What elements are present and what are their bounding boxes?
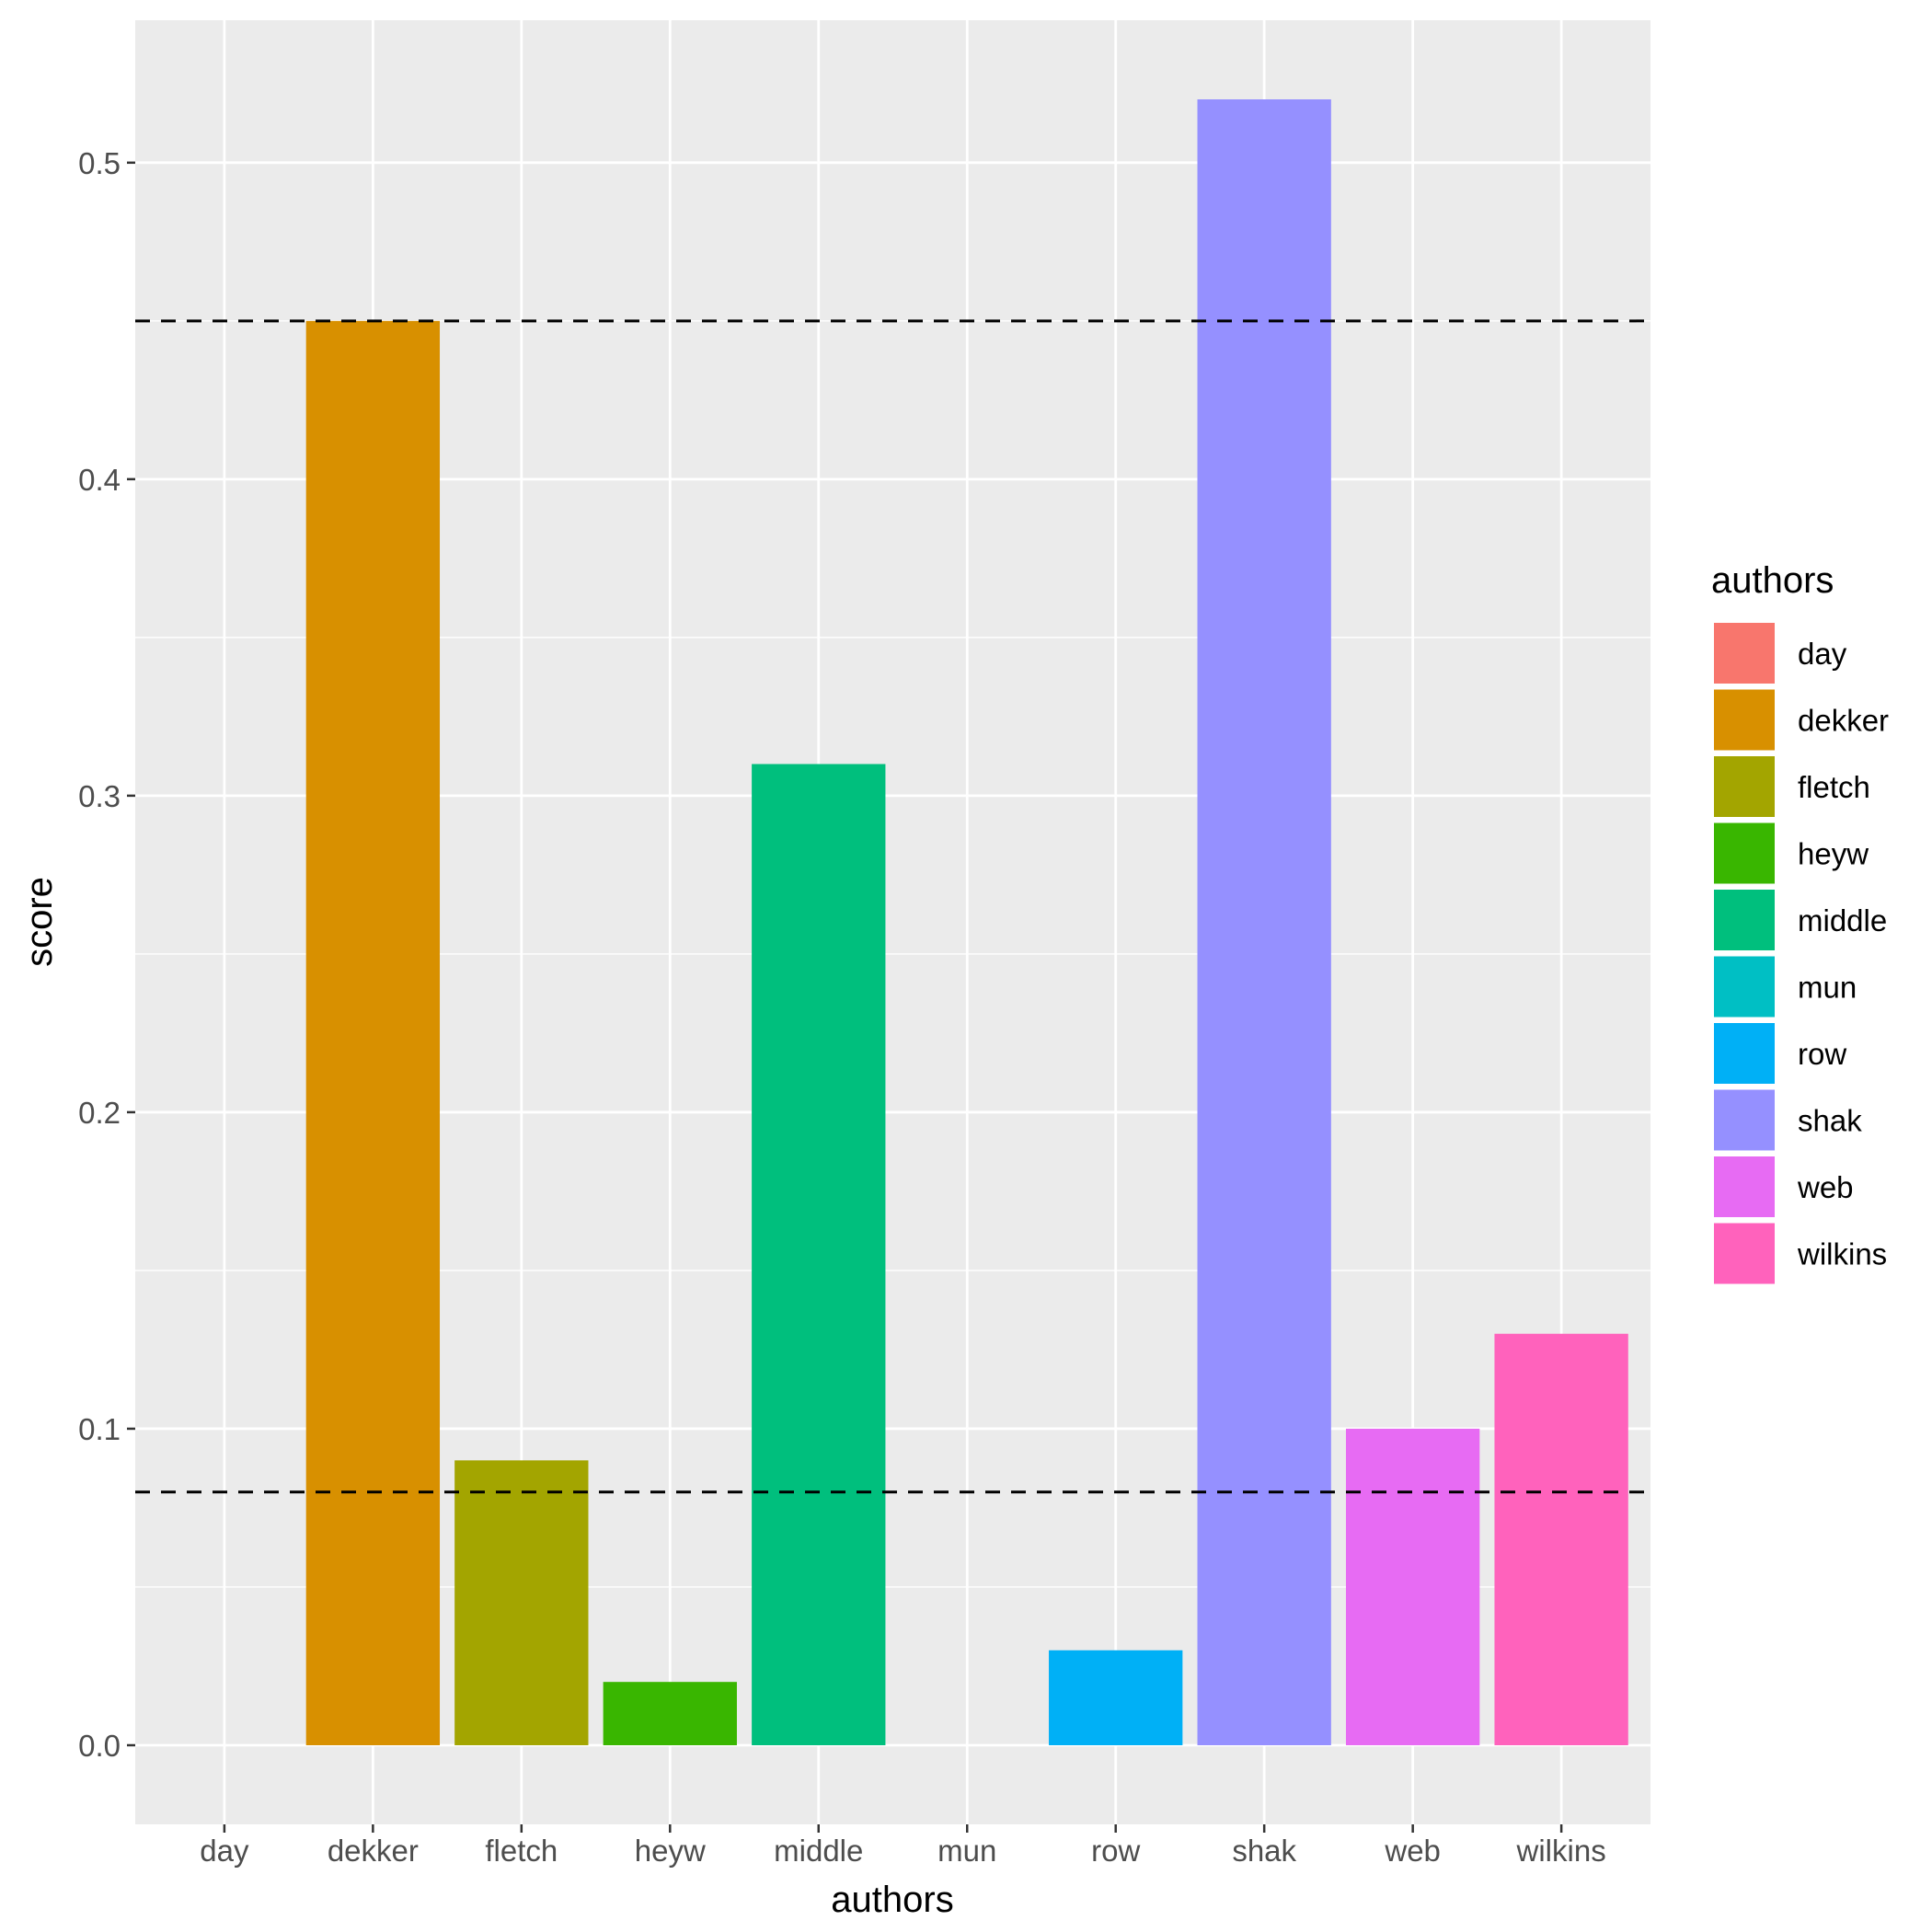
legend-title: authors bbox=[1711, 560, 1834, 601]
legend-key-heyw bbox=[1712, 821, 1777, 886]
y-tick-label: 0.4 bbox=[78, 463, 121, 497]
legend: authors day dekker fletch heyw middle mun row s… bbox=[1711, 560, 1889, 1286]
x-tick-label: row bbox=[1091, 1834, 1140, 1868]
legend-key-wilkins bbox=[1712, 1221, 1777, 1286]
bar-middle bbox=[752, 764, 886, 1745]
y-axis-title: score bbox=[19, 877, 60, 967]
legend-label: web bbox=[1797, 1170, 1854, 1204]
y-tick-label: 0.0 bbox=[78, 1729, 121, 1763]
bars bbox=[305, 99, 1628, 1745]
bar-row bbox=[1049, 1650, 1183, 1745]
legend-key-web bbox=[1712, 1155, 1777, 1219]
bar-wilkins bbox=[1494, 1333, 1628, 1745]
y-tick-label: 0.3 bbox=[78, 779, 121, 813]
legend-label: row bbox=[1798, 1037, 1846, 1071]
legend-label: wilkins bbox=[1797, 1237, 1887, 1271]
x-axis-title: authors bbox=[831, 1880, 953, 1920]
bar-fletch bbox=[454, 1460, 589, 1745]
x-tick-label: fletch bbox=[485, 1834, 558, 1868]
x-tick-label: dekker bbox=[328, 1834, 419, 1868]
legend-label: fletch bbox=[1798, 770, 1870, 804]
reference-lines bbox=[135, 319, 1650, 1494]
x-tick-label: web bbox=[1384, 1834, 1441, 1868]
legend-label: mun bbox=[1798, 971, 1857, 1005]
y-tick-label: 0.1 bbox=[78, 1412, 121, 1446]
bar-dekker bbox=[305, 320, 441, 1745]
legend-label: dekker bbox=[1798, 704, 1889, 738]
legend-key-shak bbox=[1712, 1087, 1777, 1153]
y-tick-label: 0.5 bbox=[78, 146, 121, 180]
legend-key-row bbox=[1712, 1021, 1777, 1086]
x-tick-label: mun bbox=[937, 1834, 996, 1868]
x-tick-label: middle bbox=[774, 1834, 863, 1868]
bar-heyw bbox=[603, 1682, 737, 1745]
x-tick-label: wilkins bbox=[1516, 1834, 1606, 1868]
legend-label: day bbox=[1798, 637, 1847, 671]
legend-label: middle bbox=[1798, 903, 1887, 937]
y-axis: 0.0 0.1 0.2 0.3 0.4 0.5 bbox=[78, 146, 135, 1763]
legend-key-dekker bbox=[1712, 687, 1777, 753]
legend-key-middle bbox=[1712, 888, 1777, 952]
bar-shak bbox=[1197, 99, 1331, 1745]
x-axis: day dekker fletch heyw middle mun row shak web wi… bbox=[200, 1824, 1606, 1868]
legend-key-mun bbox=[1712, 954, 1777, 1019]
x-tick-label: day bbox=[200, 1834, 249, 1868]
legend-key-day bbox=[1712, 621, 1777, 685]
legend-label: heyw bbox=[1798, 837, 1869, 871]
legend-key-fletch bbox=[1712, 754, 1777, 819]
x-tick-label: heyw bbox=[635, 1834, 706, 1868]
x-tick-label: shak bbox=[1232, 1834, 1296, 1868]
bar-web bbox=[1345, 1428, 1480, 1745]
legend-label: shak bbox=[1798, 1104, 1862, 1138]
y-tick-label: 0.2 bbox=[78, 1096, 121, 1130]
